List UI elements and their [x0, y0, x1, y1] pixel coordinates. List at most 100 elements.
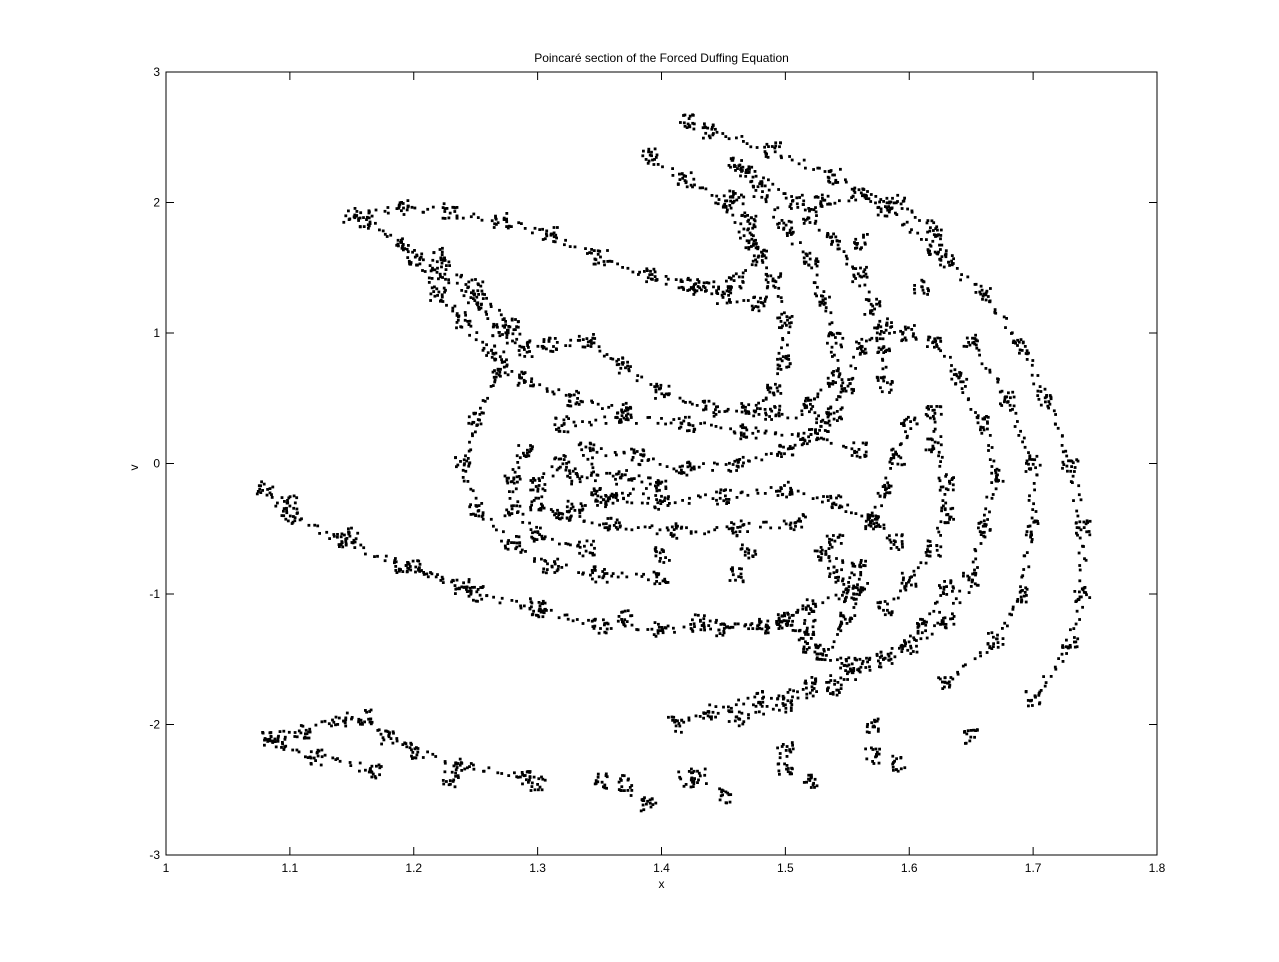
x-tick-label: 1.6	[901, 861, 918, 875]
data-point	[454, 757, 524, 779]
y-tick-label: 2	[153, 196, 160, 210]
data-point	[885, 324, 918, 343]
data-point	[863, 297, 885, 341]
data-point	[715, 287, 760, 309]
data-point	[814, 643, 828, 661]
data-point	[395, 237, 433, 273]
data-point	[355, 211, 400, 246]
x-tick-label: 1	[163, 861, 170, 875]
data-point	[344, 526, 360, 545]
data-point	[503, 535, 548, 563]
data-point	[529, 477, 547, 500]
data-point	[677, 415, 748, 435]
data-point	[827, 611, 857, 651]
data-point	[980, 427, 1005, 484]
data-point	[938, 579, 955, 596]
x-tick-label: 1.4	[653, 861, 670, 875]
data-point	[826, 662, 882, 697]
data-point	[397, 199, 449, 216]
data-point	[887, 193, 932, 230]
data-point	[739, 165, 755, 179]
data-point	[441, 770, 460, 789]
data-point	[293, 718, 334, 740]
data-point	[330, 711, 360, 728]
data-point	[465, 411, 485, 463]
data-point	[643, 267, 685, 290]
x-tick-label: 1.1	[282, 861, 299, 875]
data-point	[814, 584, 856, 608]
data-point	[578, 539, 596, 558]
data-point	[261, 729, 303, 747]
data-point	[924, 405, 943, 442]
data-point	[802, 773, 819, 789]
data-point	[513, 444, 534, 474]
data-point	[406, 249, 436, 290]
data-point	[865, 717, 880, 734]
data-point	[280, 494, 299, 511]
data-point	[517, 339, 546, 358]
data-point	[516, 370, 573, 397]
data-point	[705, 274, 745, 290]
data-point	[701, 399, 774, 418]
data-point	[615, 356, 663, 388]
data-point	[541, 226, 593, 255]
data-point	[751, 295, 768, 313]
data-point	[590, 248, 650, 280]
data-point	[876, 600, 894, 617]
data-point	[577, 441, 602, 496]
data-point	[615, 401, 633, 420]
data-point	[566, 467, 617, 486]
data-point	[653, 546, 671, 564]
data-point	[404, 559, 473, 596]
data-point	[690, 767, 708, 785]
data-point	[367, 763, 383, 780]
data-point	[715, 130, 782, 159]
data-point	[1006, 400, 1042, 473]
data-point	[843, 582, 869, 621]
data-point	[803, 618, 817, 636]
data-point	[590, 617, 661, 635]
y-tick-label: 1	[153, 326, 160, 340]
data-point	[779, 154, 842, 186]
data-point	[825, 533, 845, 550]
x-tick-label: 1.3	[529, 861, 546, 875]
y-axis-label: v	[127, 465, 141, 471]
data-point	[1018, 351, 1053, 407]
data-point	[653, 491, 722, 511]
data-point	[676, 171, 721, 206]
data-point	[616, 408, 686, 426]
data-point	[776, 762, 794, 776]
data-point	[516, 770, 532, 786]
data-point	[727, 703, 786, 728]
data-point	[826, 331, 845, 373]
data-point	[615, 469, 660, 487]
data-point	[883, 211, 944, 256]
data-point	[913, 278, 930, 296]
data-point	[530, 525, 580, 548]
data-point	[776, 741, 795, 760]
data-point	[255, 480, 288, 518]
data-point	[883, 571, 918, 603]
data-point	[503, 468, 522, 508]
data-point	[652, 570, 670, 586]
data-point	[859, 317, 894, 348]
data-point	[962, 333, 979, 348]
data-point	[926, 335, 943, 349]
data-point	[937, 645, 994, 690]
data-point	[728, 566, 745, 584]
data-point	[740, 402, 758, 418]
chart-title: Poincaré section of the Forced Duffing E…	[534, 51, 789, 65]
data-point	[788, 513, 807, 532]
data-point	[679, 113, 696, 129]
data-point	[776, 480, 836, 505]
data-point	[912, 539, 943, 577]
data-point	[977, 478, 999, 538]
data-point	[888, 533, 904, 551]
data-point	[884, 447, 906, 491]
data-point	[763, 404, 829, 421]
data-point	[968, 343, 1016, 408]
data-point	[1024, 644, 1072, 708]
axis-ticks	[165, 71, 1158, 856]
data-point	[825, 232, 862, 270]
data-point	[565, 499, 584, 518]
